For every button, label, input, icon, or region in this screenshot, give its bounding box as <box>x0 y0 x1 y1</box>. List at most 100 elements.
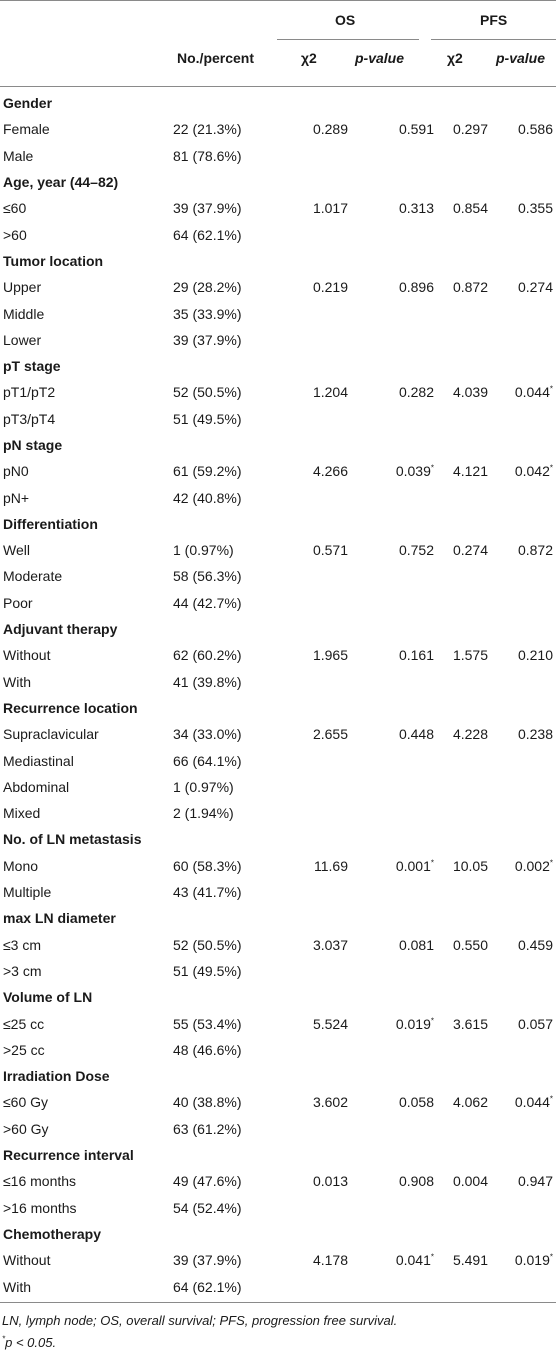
pfs-chi-cell <box>438 327 496 353</box>
os-p-cell <box>356 695 438 721</box>
pfs-p-cell: 0.044* <box>496 379 556 405</box>
os-p-cell-text: 0.282 <box>398 384 434 401</box>
pfs-p-cell <box>496 800 556 826</box>
count-cell-text: 39 (37.9%) <box>173 1252 242 1269</box>
os-p-cell <box>356 1116 438 1142</box>
row-label: Adjuvant therapy <box>0 616 173 642</box>
pfs-chi-cell <box>438 1194 496 1220</box>
count-cell: 2 (1.94%) <box>173 800 273 826</box>
pfs-p-cell <box>496 590 556 616</box>
count-cell <box>173 905 273 931</box>
pfs-p-cell-text: 0.019 <box>514 1252 550 1269</box>
row-label-text: Volume of LN <box>3 989 93 1006</box>
count-cell <box>173 169 273 195</box>
row-label-text: With <box>3 673 31 690</box>
os-p-cell: 0.161 <box>356 642 438 668</box>
row-label: ≤60 <box>0 195 173 221</box>
os-p-cell <box>356 90 438 116</box>
os-chi-cell-text: 3.602 <box>312 1094 348 1111</box>
pfs-chi-cell: 0.872 <box>438 274 496 300</box>
os-chi-cell-text: 3.037 <box>312 936 348 953</box>
row-label: ≤60 Gy <box>0 1089 173 1115</box>
pfs-chi-cell: 3.615 <box>438 1010 496 1036</box>
os-p-cell-text: 0.591 <box>398 121 434 138</box>
pfs-p-cell <box>496 248 556 274</box>
os-chi-cell <box>273 879 356 905</box>
row-label: pN0 <box>0 458 173 484</box>
os-chi-cell <box>273 353 356 379</box>
pfs-p-cell: 0.044* <box>496 1089 556 1115</box>
os-chi-cell <box>273 669 356 695</box>
os-chi-cell <box>273 826 356 852</box>
category-row: Age, year (44–82) <box>0 169 556 195</box>
os-p-cell <box>356 800 438 826</box>
os-p-cell <box>356 747 438 773</box>
pfs-chi-cell <box>438 984 496 1010</box>
count-cell: 43 (41.7%) <box>173 879 273 905</box>
count-cell: 81 (78.6%) <box>173 143 273 169</box>
os-chi-cell: 0.013 <box>273 1168 356 1194</box>
pfs-chi-cell: 0.854 <box>438 195 496 221</box>
os-p-cell <box>356 511 438 537</box>
os-chi-cell-text: 0.571 <box>312 542 348 559</box>
row-label: Lower <box>0 327 173 353</box>
pfs-chi-cell: 0.297 <box>438 116 496 142</box>
significance-mark: * <box>549 1252 553 1262</box>
table-row: Abdominal 1 (0.97%) <box>0 774 556 800</box>
category-row: Adjuvant therapy <box>0 616 556 642</box>
os-p-cell: 0.752 <box>356 537 438 563</box>
os-p-cell-text: 0.313 <box>398 200 434 217</box>
table-row: Moderate 58 (56.3%) <box>0 563 556 589</box>
category-row: Volume of LN <box>0 984 556 1010</box>
table-row: ≤3 cm 52 (50.5%) 3.037 0.081 0.550 0.459 <box>0 932 556 958</box>
table-row: Male 81 (78.6%) <box>0 143 556 169</box>
count-cell-text: 66 (64.1%) <box>173 752 242 769</box>
pfs-p-cell-text: 0.947 <box>517 1173 553 1190</box>
os-p-cell <box>356 1221 438 1247</box>
os-chi-cell-text: 1.204 <box>312 384 348 401</box>
pfs-chi-cell: 5.491 <box>438 1247 496 1273</box>
pfs-chi-cell-text: 4.121 <box>452 463 488 480</box>
table-row: Upper 29 (28.2%) 0.219 0.896 0.872 0.274 <box>0 274 556 300</box>
os-p-cell-text: 0.019 <box>395 1015 431 1032</box>
significance-mark: * <box>549 384 553 394</box>
count-cell <box>173 1063 273 1089</box>
pfs-chi-cell <box>438 300 496 326</box>
row-label-text: Gender <box>3 95 53 112</box>
count-cell-text: 61 (59.2%) <box>173 463 242 480</box>
table-row: >25 cc 48 (46.6%) <box>0 1037 556 1063</box>
row-label: Upper <box>0 274 173 300</box>
pfs-p-cell-text: 0.459 <box>517 936 553 953</box>
pfs-chi-cell <box>438 511 496 537</box>
os-chi-cell: 4.178 <box>273 1247 356 1273</box>
os-chi-cell <box>273 484 356 510</box>
count-cell: 62 (60.2%) <box>173 642 273 668</box>
pfs-chi-cell <box>438 1221 496 1247</box>
table-row: Multiple 43 (41.7%) <box>0 879 556 905</box>
pfs-p-cell-text: 0.238 <box>517 726 553 743</box>
os-chi-cell <box>273 984 356 1010</box>
os-p-cell <box>356 221 438 247</box>
os-p-cell: 0.019* <box>356 1010 438 1036</box>
row-label-text: Chemotherapy <box>3 1225 102 1242</box>
row-label: Moderate <box>0 563 173 589</box>
count-cell: 64 (62.1%) <box>173 221 273 247</box>
row-label-text: >60 Gy <box>3 1120 49 1137</box>
pfs-p-cell <box>496 879 556 905</box>
row-label: Multiple <box>0 879 173 905</box>
row-label-text: Tumor location <box>3 252 104 269</box>
significance-mark: * <box>549 858 553 868</box>
count-cell-text: 42 (40.8%) <box>173 489 242 506</box>
pfs-p-cell-text: 0.044 <box>514 384 550 401</box>
count-cell-text: 41 (39.8%) <box>173 673 242 690</box>
os-p-cell-text: 0.752 <box>398 542 434 559</box>
row-label-text: No. of LN metastasis <box>3 831 142 848</box>
os-group-rule <box>277 39 419 40</box>
os-p-cell-text: 0.908 <box>398 1173 434 1190</box>
count-cell-text: 64 (62.1%) <box>173 1278 242 1295</box>
significance-mark: * <box>430 463 434 473</box>
row-label-text: ≤60 <box>3 200 27 217</box>
count-cell: 44 (42.7%) <box>173 590 273 616</box>
count-cell-text: 40 (38.8%) <box>173 1094 242 1111</box>
os-p-cell <box>356 327 438 353</box>
